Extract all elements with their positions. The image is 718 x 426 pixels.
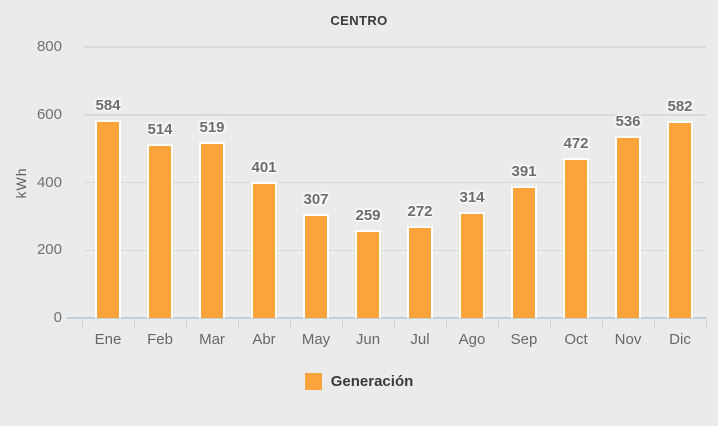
y-axis-title: kWh xyxy=(13,167,29,198)
legend[interactable]: Generación xyxy=(0,368,718,394)
x-axis-tick xyxy=(497,319,499,329)
x-axis-tick xyxy=(341,319,343,329)
y-axis-tick-label-200: 200 xyxy=(36,241,62,259)
x-axis-tick xyxy=(601,319,603,329)
value-label-dic: 582 xyxy=(667,97,693,115)
value-label-ago: 314 xyxy=(459,188,485,206)
x-axis-tick xyxy=(237,319,239,329)
x-axis-label-nov: Nov xyxy=(614,331,642,348)
x-axis-tick xyxy=(393,319,395,329)
value-label-nov: 536 xyxy=(615,113,641,131)
bar-dic[interactable] xyxy=(667,120,693,318)
x-axis-label-may: May xyxy=(301,331,331,348)
x-axis-tick xyxy=(81,319,83,329)
bar-jul[interactable] xyxy=(407,225,433,318)
y-axis-tick-label-400: 400 xyxy=(36,173,62,191)
bar-sep[interactable] xyxy=(511,185,537,318)
gridline-600 xyxy=(84,114,706,116)
bar-jun[interactable] xyxy=(355,230,381,318)
bar-oct[interactable] xyxy=(563,158,589,318)
value-label-mar: 519 xyxy=(199,119,225,137)
x-axis-label-jun: Jun xyxy=(355,331,381,348)
gridline-200 xyxy=(84,249,706,251)
y-axis-tick-label-600: 600 xyxy=(36,105,62,123)
bar-ene[interactable] xyxy=(95,120,121,318)
x-axis-tick xyxy=(705,319,707,329)
x-axis-tick xyxy=(185,319,187,329)
value-label-sep: 391 xyxy=(511,162,537,180)
value-label-abr: 401 xyxy=(251,159,277,177)
x-axis-label-jul: Jul xyxy=(410,331,430,348)
gridline-400 xyxy=(84,181,706,184)
gridline-800 xyxy=(84,46,706,48)
y-axis-tick-label-800: 800 xyxy=(36,38,62,55)
bar-nov[interactable] xyxy=(615,136,641,318)
value-label-jun: 259 xyxy=(355,207,381,225)
value-label-feb: 514 xyxy=(147,120,173,138)
value-label-ene: 584 xyxy=(95,97,121,115)
bar-may[interactable] xyxy=(303,214,329,318)
y-axis-tick-label-0: 0 xyxy=(53,309,62,326)
bar-feb[interactable] xyxy=(147,143,173,318)
x-axis-tick xyxy=(445,319,447,329)
bar-mar[interactable] xyxy=(199,142,225,318)
x-axis-tick xyxy=(549,319,551,329)
legend-swatch-generacion xyxy=(304,372,322,390)
x-axis-label-ene: Ene xyxy=(94,331,122,348)
value-label-oct: 472 xyxy=(563,135,589,153)
x-axis-tick xyxy=(133,319,135,329)
legend-label-generacion: Generación xyxy=(330,372,414,390)
x-axis-label-mar: Mar xyxy=(199,331,225,348)
bar-ago[interactable] xyxy=(459,211,485,318)
x-axis-label-abr: Abr xyxy=(252,331,276,348)
value-label-jul: 272 xyxy=(407,202,433,220)
x-axis-label-dic: Dic xyxy=(669,331,691,348)
x-axis-tick xyxy=(289,319,291,329)
x-axis-label-ago: Ago xyxy=(458,331,486,348)
bar-abr[interactable] xyxy=(251,182,277,318)
value-label-may: 307 xyxy=(303,191,329,208)
x-axis-label-sep: Sep xyxy=(510,331,538,348)
x-axis-label-feb: Feb xyxy=(147,331,173,348)
x-axis-line xyxy=(66,317,706,319)
x-axis-label-oct: Oct xyxy=(564,331,588,348)
x-axis-tick xyxy=(653,319,655,329)
chart-title: CENTRO xyxy=(330,13,388,28)
